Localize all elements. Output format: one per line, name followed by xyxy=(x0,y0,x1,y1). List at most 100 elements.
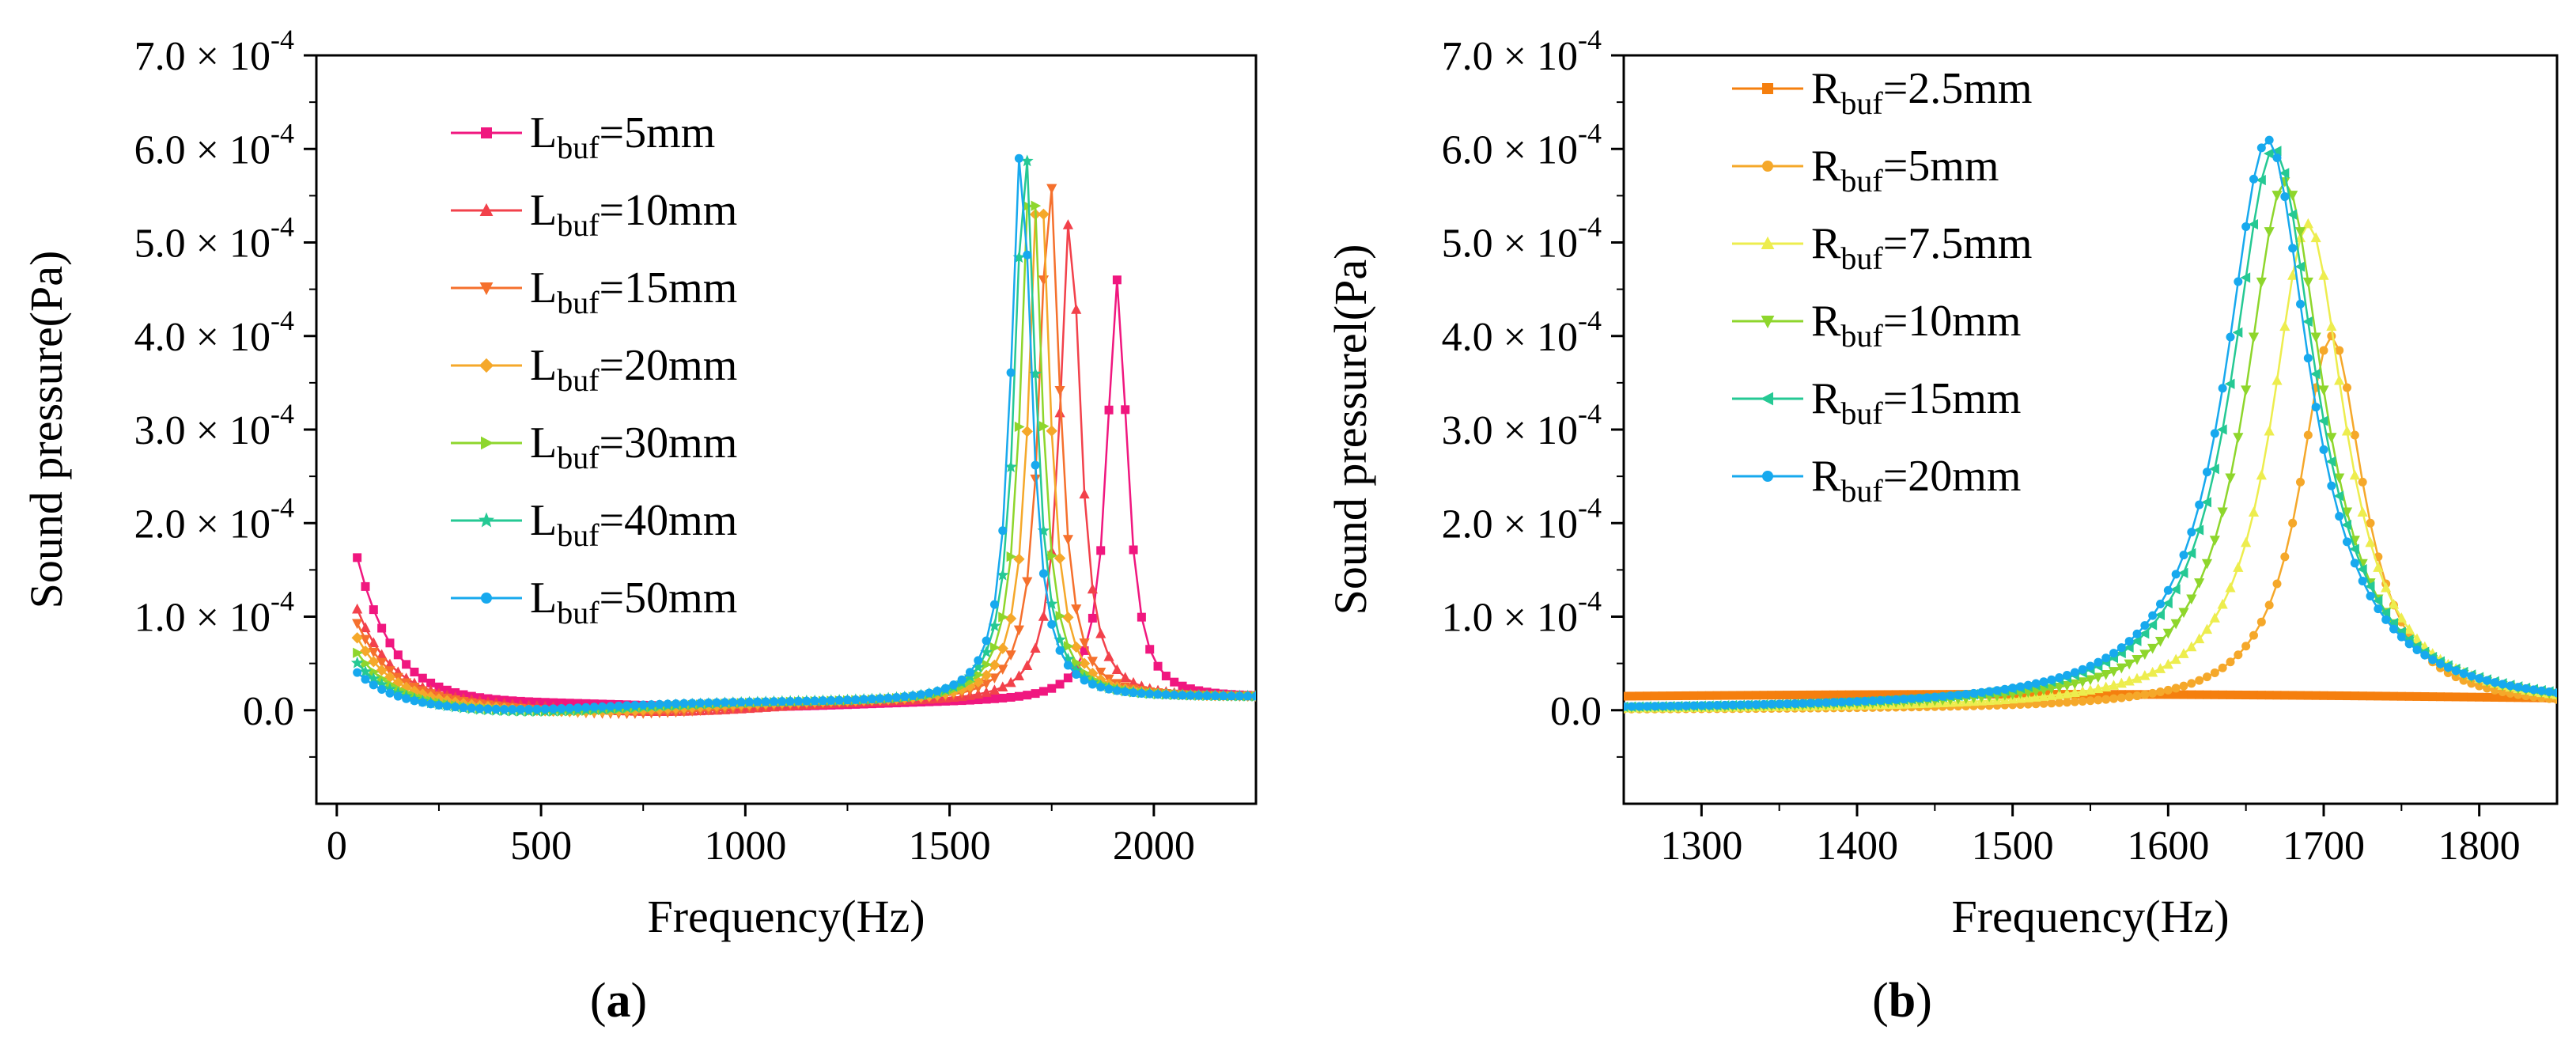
data-point xyxy=(2217,424,2227,435)
data-point xyxy=(352,619,363,630)
data-point xyxy=(793,696,803,706)
data-point xyxy=(1071,304,1082,314)
data-point xyxy=(2389,691,2398,701)
data-point xyxy=(1938,691,1947,701)
data-point xyxy=(2381,581,2392,593)
data-point xyxy=(2178,608,2189,619)
legend-label: Rbuf=2.5mm xyxy=(1811,64,2032,121)
data-point xyxy=(989,659,1001,671)
data-point xyxy=(2380,607,2391,619)
data-point xyxy=(2179,681,2188,691)
data-point xyxy=(1624,691,1628,701)
data-point xyxy=(2077,677,2088,687)
data-point xyxy=(2350,691,2359,701)
data-point xyxy=(2302,316,2313,328)
data-point xyxy=(1013,670,1025,681)
series-L_buf=15mm xyxy=(352,184,1256,719)
legend-marker xyxy=(1762,83,1773,94)
data-point xyxy=(351,632,363,644)
data-point xyxy=(2170,619,2181,630)
data-point xyxy=(376,649,388,660)
data-point xyxy=(1047,550,1057,562)
data-point xyxy=(2350,430,2359,440)
data-point xyxy=(2195,676,2204,685)
curves-group xyxy=(350,153,1256,719)
data-point xyxy=(1137,688,1146,698)
data-point xyxy=(2271,374,2283,385)
data-point xyxy=(2264,425,2275,436)
data-point xyxy=(1020,154,1034,167)
data-point xyxy=(384,671,396,684)
data-point xyxy=(2063,670,2071,680)
data-point xyxy=(1161,672,1171,681)
data-point xyxy=(955,684,968,695)
data-point xyxy=(2498,693,2507,702)
data-point xyxy=(989,694,999,703)
data-point xyxy=(1783,691,1791,700)
data-point xyxy=(834,695,844,705)
data-point xyxy=(679,699,689,708)
data-point xyxy=(859,695,868,704)
data-point xyxy=(2218,690,2227,699)
data-point xyxy=(1046,184,1057,195)
data-point xyxy=(508,705,517,714)
data-point xyxy=(2249,631,2258,640)
data-point xyxy=(971,661,985,673)
data-point xyxy=(2552,688,2557,698)
data-point xyxy=(2271,191,2283,201)
data-point xyxy=(1047,619,1057,629)
data-point xyxy=(2341,507,2353,518)
data-point xyxy=(2521,684,2531,693)
data-point xyxy=(1030,642,1041,653)
data-point xyxy=(2162,658,2173,669)
data-point xyxy=(2249,691,2258,700)
data-point xyxy=(573,703,583,713)
data-point xyxy=(1071,604,1082,615)
data-point xyxy=(368,647,379,658)
data-point xyxy=(1814,698,1823,707)
data-point xyxy=(1005,650,1016,661)
legend-label: Lbuf=50mm xyxy=(530,574,737,631)
data-point xyxy=(459,703,468,713)
data-point xyxy=(2327,481,2336,490)
data-point xyxy=(1976,687,1986,697)
data-point xyxy=(1088,680,1097,689)
data-point xyxy=(2101,653,2111,663)
data-point xyxy=(802,696,811,706)
data-point xyxy=(974,656,983,665)
legend-label: Lbuf=10mm xyxy=(530,186,737,243)
data-point xyxy=(353,553,362,562)
x-tick-label: 1600 xyxy=(2127,824,2209,869)
data-point xyxy=(2116,643,2126,653)
data-point xyxy=(2294,227,2306,237)
data-point xyxy=(1798,699,1807,708)
legend-item: Lbuf=20mm xyxy=(451,341,737,398)
data-point xyxy=(2490,685,2499,695)
data-point xyxy=(972,676,984,688)
data-point xyxy=(2233,433,2244,443)
data-point xyxy=(1658,702,1667,711)
data-point xyxy=(1112,686,1122,695)
data-point xyxy=(2038,691,2049,701)
data-point xyxy=(1969,688,1978,698)
data-point xyxy=(2529,685,2538,695)
data-point xyxy=(2412,646,2422,655)
data-point xyxy=(1923,693,1931,702)
data-point xyxy=(2443,663,2453,672)
data-point xyxy=(2156,599,2165,608)
data-point xyxy=(1767,699,1776,709)
data-point xyxy=(1012,251,1026,263)
data-point xyxy=(1806,690,1815,699)
data-point xyxy=(2154,637,2166,647)
data-point xyxy=(974,695,983,705)
data-point xyxy=(1650,702,1659,711)
data-point xyxy=(957,675,966,684)
data-point xyxy=(2404,691,2414,701)
data-point xyxy=(2467,692,2476,702)
series-line xyxy=(356,158,1256,710)
legend-item: Rbuf=20mm xyxy=(1732,452,2021,509)
data-point xyxy=(745,697,755,706)
data-point xyxy=(1046,425,1057,437)
x-tick-label: 1000 xyxy=(704,824,786,869)
y-tick-label: 3.0 × 10-4 xyxy=(134,398,294,453)
